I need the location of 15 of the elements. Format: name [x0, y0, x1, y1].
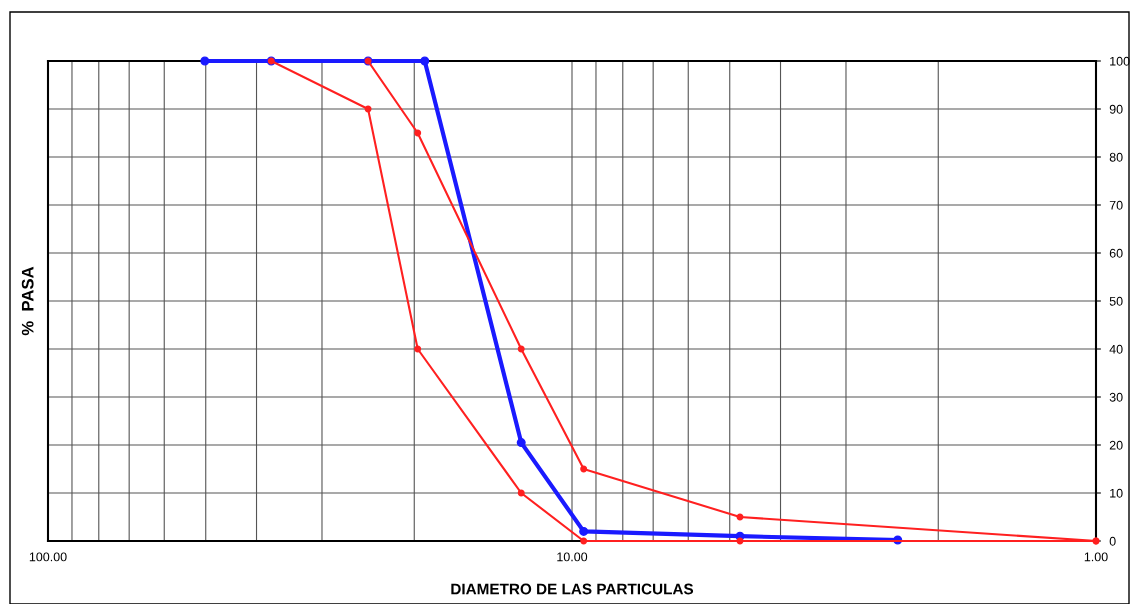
y-tick-label: 60 [1109, 248, 1123, 258]
x-axis-title: DIAMETRO DE LAS PARTICULAS [451, 583, 694, 595]
y-tick-label: 0 [1109, 536, 1116, 546]
y-axis-title: % PASA [21, 266, 34, 336]
y-tick-label: 80 [1109, 152, 1123, 162]
y-tick-label: 20 [1109, 440, 1123, 450]
y-tick-label: 10 [1110, 488, 1123, 498]
x-tick-label: 100.00 [29, 552, 67, 562]
y-tick-label: 30 [1109, 392, 1123, 402]
y-tick-label: 70 [1109, 200, 1123, 210]
x-tick-label: 10.00 [557, 552, 588, 562]
x-tick-label: 1.00 [1084, 552, 1108, 562]
y-tick-label: 90 [1109, 104, 1123, 114]
y-tick-label: 40 [1109, 344, 1123, 354]
y-tick-label: 50 [1109, 296, 1123, 306]
